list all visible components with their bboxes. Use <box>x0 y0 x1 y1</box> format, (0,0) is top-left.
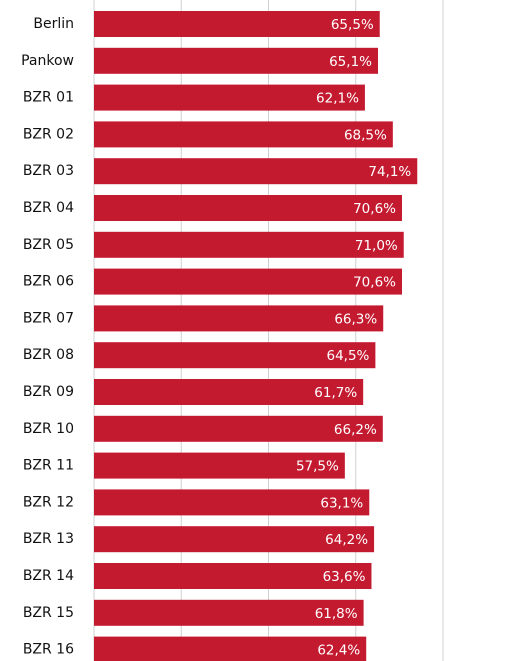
bar <box>94 47 378 74</box>
bar <box>94 11 380 37</box>
value-label: 63,1% <box>320 495 363 511</box>
category-label: BZR 02 <box>23 126 74 142</box>
value-label: 57,5% <box>296 459 339 475</box>
category-label: BZR 01 <box>23 90 74 106</box>
category-label: BZR 10 <box>23 421 74 437</box>
category-label: BZR 09 <box>23 384 74 400</box>
category-label: Pankow <box>21 53 74 69</box>
value-label: 62,1% <box>316 91 359 107</box>
value-label: 65,5% <box>331 17 374 33</box>
category-label: BZR 14 <box>23 568 74 584</box>
bar <box>94 636 367 661</box>
bar <box>94 268 402 295</box>
bar <box>94 526 375 553</box>
value-label: 68,5% <box>344 127 387 143</box>
bar <box>94 563 372 589</box>
category-label: BZR 05 <box>23 237 74 253</box>
category-label: BZR 03 <box>23 163 74 179</box>
value-label: 65,1% <box>329 54 372 70</box>
bar <box>94 415 383 442</box>
category-label: BZR 11 <box>23 458 74 474</box>
bar <box>94 84 365 111</box>
bar <box>94 195 402 221</box>
category-label: BZR 12 <box>23 494 74 510</box>
value-label: 64,5% <box>326 348 369 364</box>
bar <box>94 379 364 405</box>
bar <box>94 231 404 258</box>
bar <box>94 342 376 369</box>
bar <box>94 599 364 626</box>
value-label: 74,1% <box>368 164 411 180</box>
category-label: BZR 16 <box>23 642 74 658</box>
bar <box>94 121 393 148</box>
category-label: BZR 08 <box>23 347 74 363</box>
value-label: 71,0% <box>355 238 398 254</box>
bar <box>94 489 370 516</box>
bar <box>94 158 418 185</box>
category-label: BZR 15 <box>23 605 74 621</box>
bar <box>94 452 345 479</box>
value-label: 66,3% <box>334 311 377 327</box>
value-label: 64,2% <box>325 532 368 548</box>
category-label: BZR 07 <box>23 310 74 326</box>
category-label: BZR 13 <box>23 531 74 547</box>
value-label: 66,2% <box>334 422 377 438</box>
value-label: 70,6% <box>353 275 396 291</box>
category-label: BZR 04 <box>23 200 74 216</box>
value-label: 62,4% <box>317 643 360 659</box>
bar <box>94 305 384 332</box>
category-label: BZR 06 <box>23 274 74 290</box>
category-label: Berlin <box>33 16 74 32</box>
value-label: 61,7% <box>314 385 357 401</box>
value-label: 63,6% <box>323 569 366 585</box>
value-label: 61,8% <box>315 606 358 622</box>
value-label: 70,6% <box>353 201 396 217</box>
